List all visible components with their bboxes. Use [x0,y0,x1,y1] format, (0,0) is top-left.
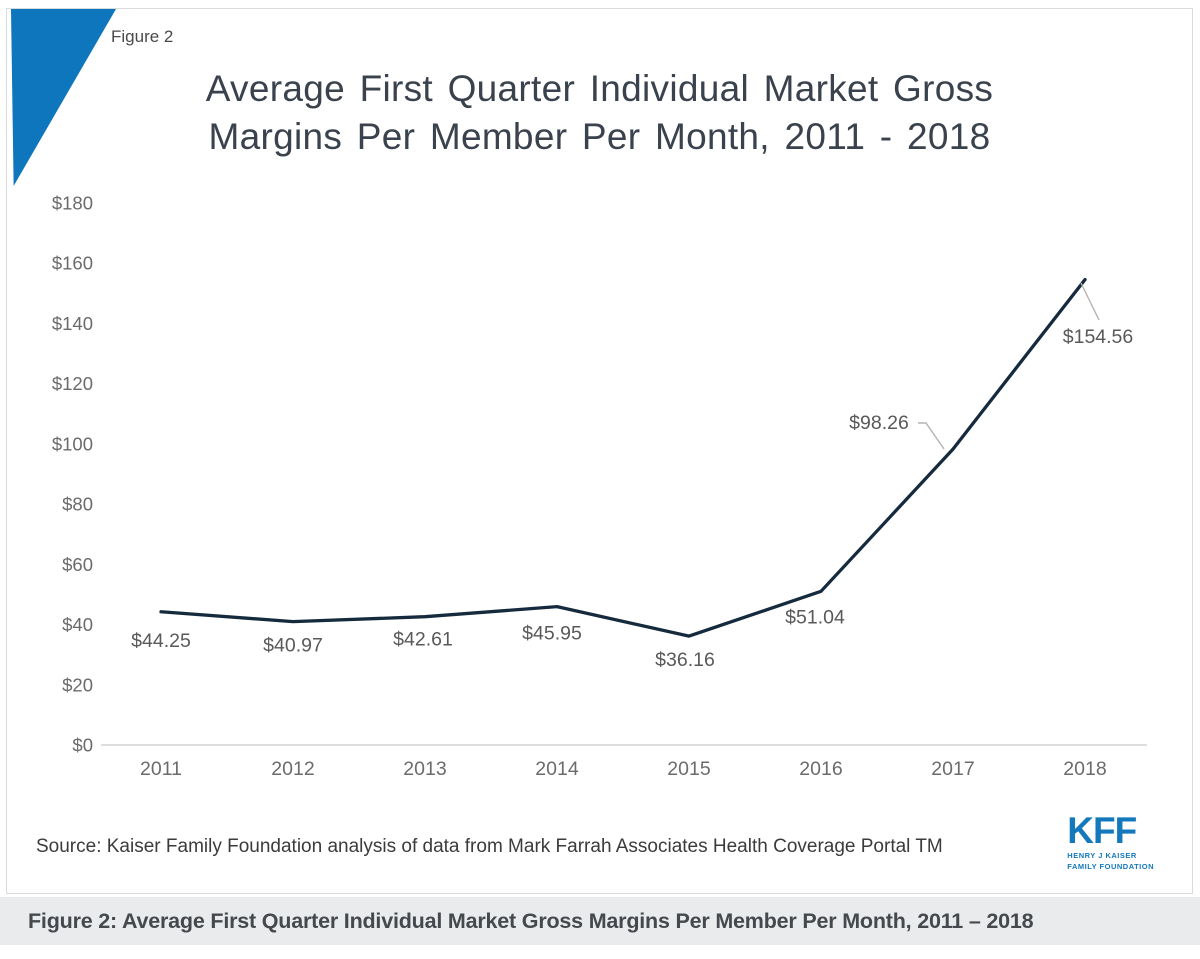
y-tick-label: $100 [52,433,93,454]
data-label: $42.61 [393,629,453,651]
figure-caption-text: Figure 2: Average First Quarter Individu… [28,909,1034,933]
figure-number-label: Figure 2 [111,27,174,46]
x-tick-label: 2014 [535,758,579,780]
y-tick-label: $0 [72,735,93,756]
data-label: $98.26 [849,412,909,434]
kff-logo-subtext-line1: HENRY J KAISER [1067,851,1137,860]
chart-title-line-1: Average First Quarter Individual Market … [205,68,994,109]
line-chart: $180 $160 $140 $120 $100 $80 $60 $40 $20 $0 2011 20… [52,193,1147,780]
data-label-leader-line [1080,282,1100,321]
x-tick-label: 2012 [271,758,314,780]
data-label: $40.97 [263,635,323,657]
data-label-leader-line [918,422,945,450]
x-tick-label: 2017 [931,758,974,780]
x-tick-label: 2013 [403,758,446,780]
y-tick-label: $40 [62,614,93,635]
kff-logo-subtext-line2: FAMILY FOUNDATION [1067,862,1154,871]
data-label: $44.25 [131,630,191,652]
data-label: $45.95 [522,623,582,645]
source-note: Source: Kaiser Family Foundation analysi… [36,836,943,857]
y-tick-label: $120 [52,373,93,394]
y-tick-label: $20 [62,674,93,695]
figure-container: $180 $160 $140 $120 $100 $80 $60 $40 $20 $0 2011 20… [6,8,1193,894]
y-tick-label: $60 [62,554,93,575]
chart-title: Average First Quarter Individual Market … [7,65,1192,161]
y-tick-label: $80 [62,494,93,515]
series-line [159,277,1087,638]
x-tick-label: 2016 [799,758,842,780]
kff-logo: KFF HENRY J KAISER FAMILY FOUNDATION [1067,812,1154,871]
y-tick-label: $160 [52,253,93,274]
y-tick-label: $180 [52,193,93,214]
x-tick-label: 2011 [140,758,182,780]
x-tick-label: 2018 [1063,758,1106,780]
data-label: $154.56 [1063,326,1134,348]
data-label: $51.04 [785,606,845,628]
chart-title-line-2: Margins Per Member Per Month, 2011 - 201… [208,116,991,157]
x-tick-label: 2015 [667,758,711,780]
y-tick-label: $140 [52,313,93,334]
kff-logo-wordmark: KFF [1067,810,1137,851]
data-label: $36.16 [655,649,715,671]
figure-caption-bar: Figure 2: Average First Quarter Individu… [0,897,1200,945]
